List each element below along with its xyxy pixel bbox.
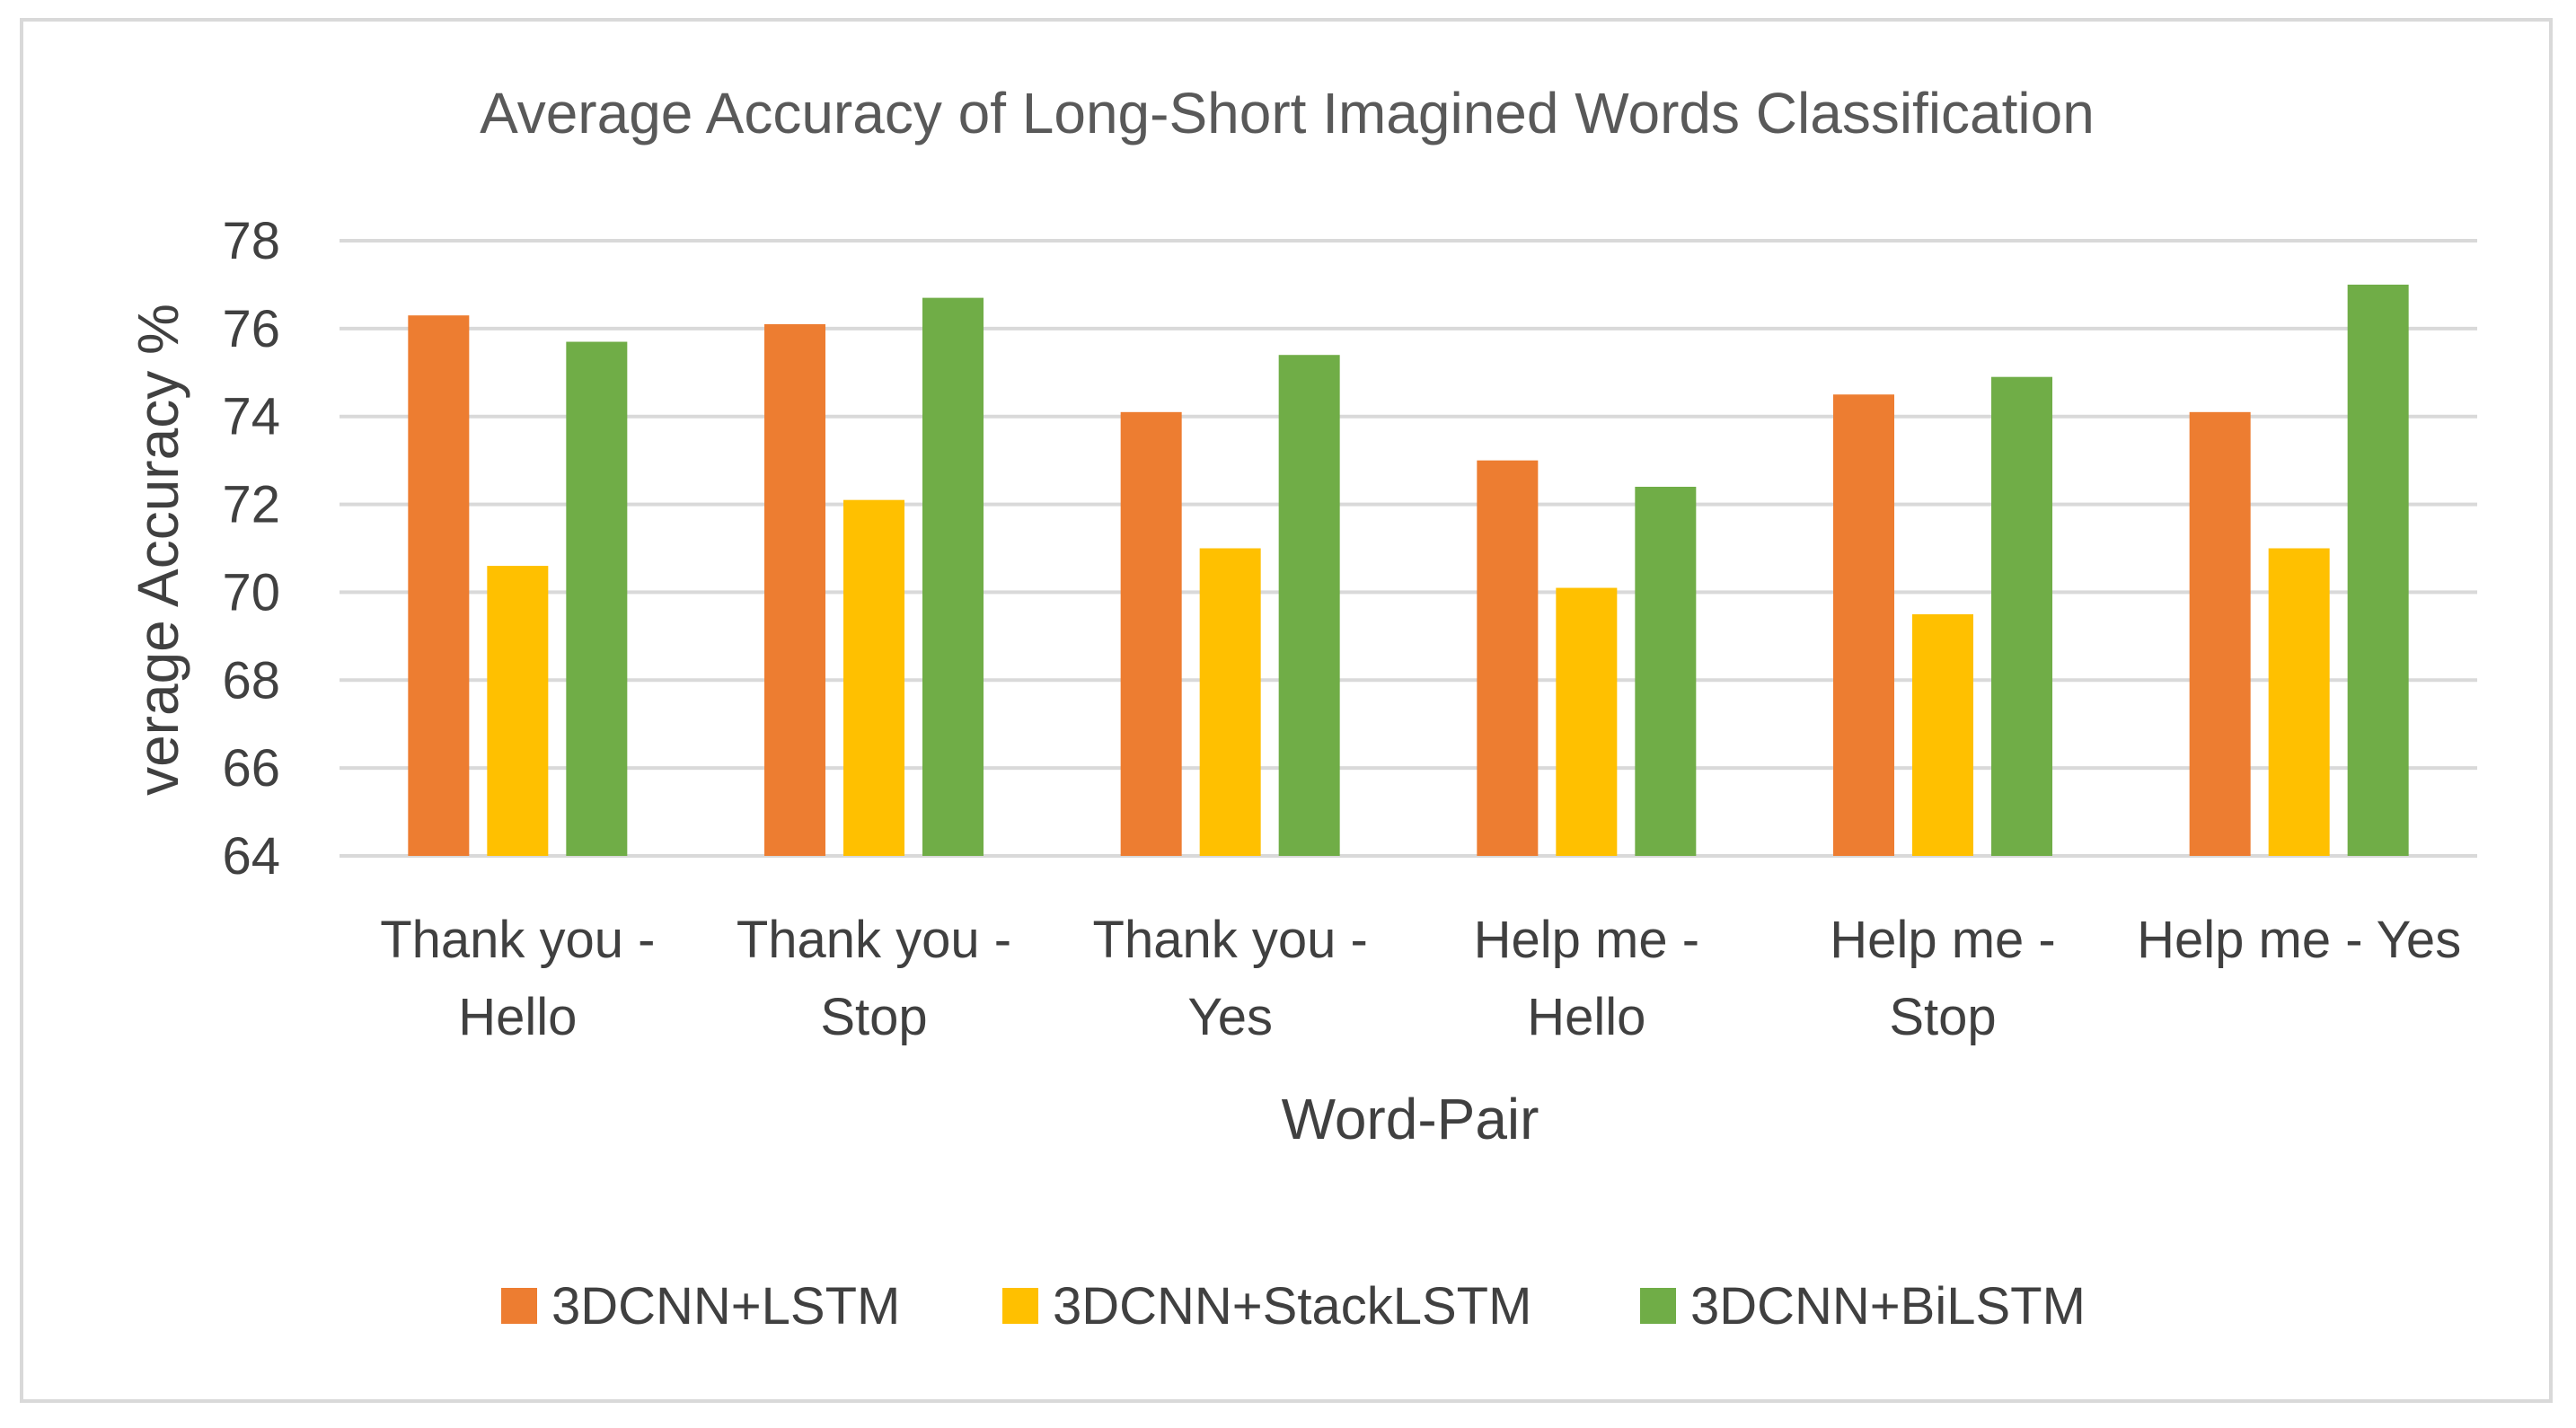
legend: 3DCNN+LSTM 3DCNN+StackLSTM 3DCNN+BiLSTM [501, 1277, 2086, 1335]
x-tick-label: Help me - Yes [2137, 911, 2461, 969]
x-tick-labels: Thank you - Hello Thank you - Stop Thank you… [380, 911, 2461, 1046]
y-tick-label: 70 [222, 563, 280, 621]
x-tick-label: Thank you - [737, 911, 1011, 969]
legend-swatch [1002, 1288, 1038, 1324]
bars [408, 284, 2409, 856]
y-tick-label: 64 [222, 827, 280, 886]
y-tick-label: 72 [222, 476, 280, 534]
bar-3dcnn-stacklstm [1199, 548, 1261, 856]
x-tick-label: Hello [458, 988, 577, 1046]
legend-label: 3DCNN+LSTM [551, 1277, 900, 1335]
chart-title: Average Accuracy of Long-Short Imagined … [480, 81, 2095, 145]
bar-3dcnn-lstm [408, 315, 470, 856]
bar-3dcnn-stacklstm [487, 566, 549, 856]
bar-3dcnn-stacklstm [2268, 548, 2330, 856]
bar-3dcnn-bilstm [1991, 376, 2052, 856]
legend-swatch [1640, 1288, 1676, 1324]
bar-3dcnn-bilstm [1635, 487, 1697, 856]
x-tick-label: Help me - [1474, 911, 1699, 969]
legend-label: 3DCNN+StackLSTM [1053, 1277, 1531, 1335]
bar-3dcnn-stacklstm [1912, 613, 1973, 856]
legend-label: 3DCNN+BiLSTM [1690, 1277, 2086, 1335]
bar-3dcnn-lstm [2189, 411, 2251, 856]
y-tick-label: 68 [222, 651, 280, 710]
bar-3dcnn-bilstm [2347, 284, 2409, 856]
gridlines [340, 239, 2477, 858]
x-tick-label: Stop [820, 988, 927, 1046]
bar-3dcnn-stacklstm [843, 499, 904, 856]
legend-swatch [501, 1288, 537, 1324]
x-tick-label: Yes [1187, 988, 1273, 1046]
y-tick-label: 74 [222, 388, 280, 446]
x-axis-title: Word-Pair [1282, 1087, 1539, 1151]
x-tick-label: Stop [1889, 988, 1996, 1046]
y-axis-title: verage Accuracy % [126, 304, 190, 796]
x-tick-label: Thank you - [1093, 911, 1368, 969]
bar-3dcnn-lstm [1477, 460, 1539, 856]
bar-3dcnn-stacklstm [1556, 587, 1618, 856]
bar-3dcnn-bilstm [922, 297, 984, 856]
bar-3dcnn-bilstm [1278, 355, 1340, 856]
bar-3dcnn-lstm [764, 323, 825, 856]
x-tick-label: Thank you - [380, 911, 655, 969]
y-tick-labels: 64 66 68 70 72 74 76 78 [222, 212, 280, 886]
bar-3dcnn-lstm [1120, 411, 1182, 856]
bar-3dcnn-lstm [1833, 394, 1894, 856]
y-tick-label: 76 [222, 300, 280, 358]
y-tick-label: 78 [222, 212, 280, 270]
y-tick-label: 66 [222, 739, 280, 798]
bar-3dcnn-bilstm [566, 341, 628, 856]
x-tick-label: Help me - [1830, 911, 2055, 969]
x-tick-label: Hello [1527, 988, 1645, 1046]
